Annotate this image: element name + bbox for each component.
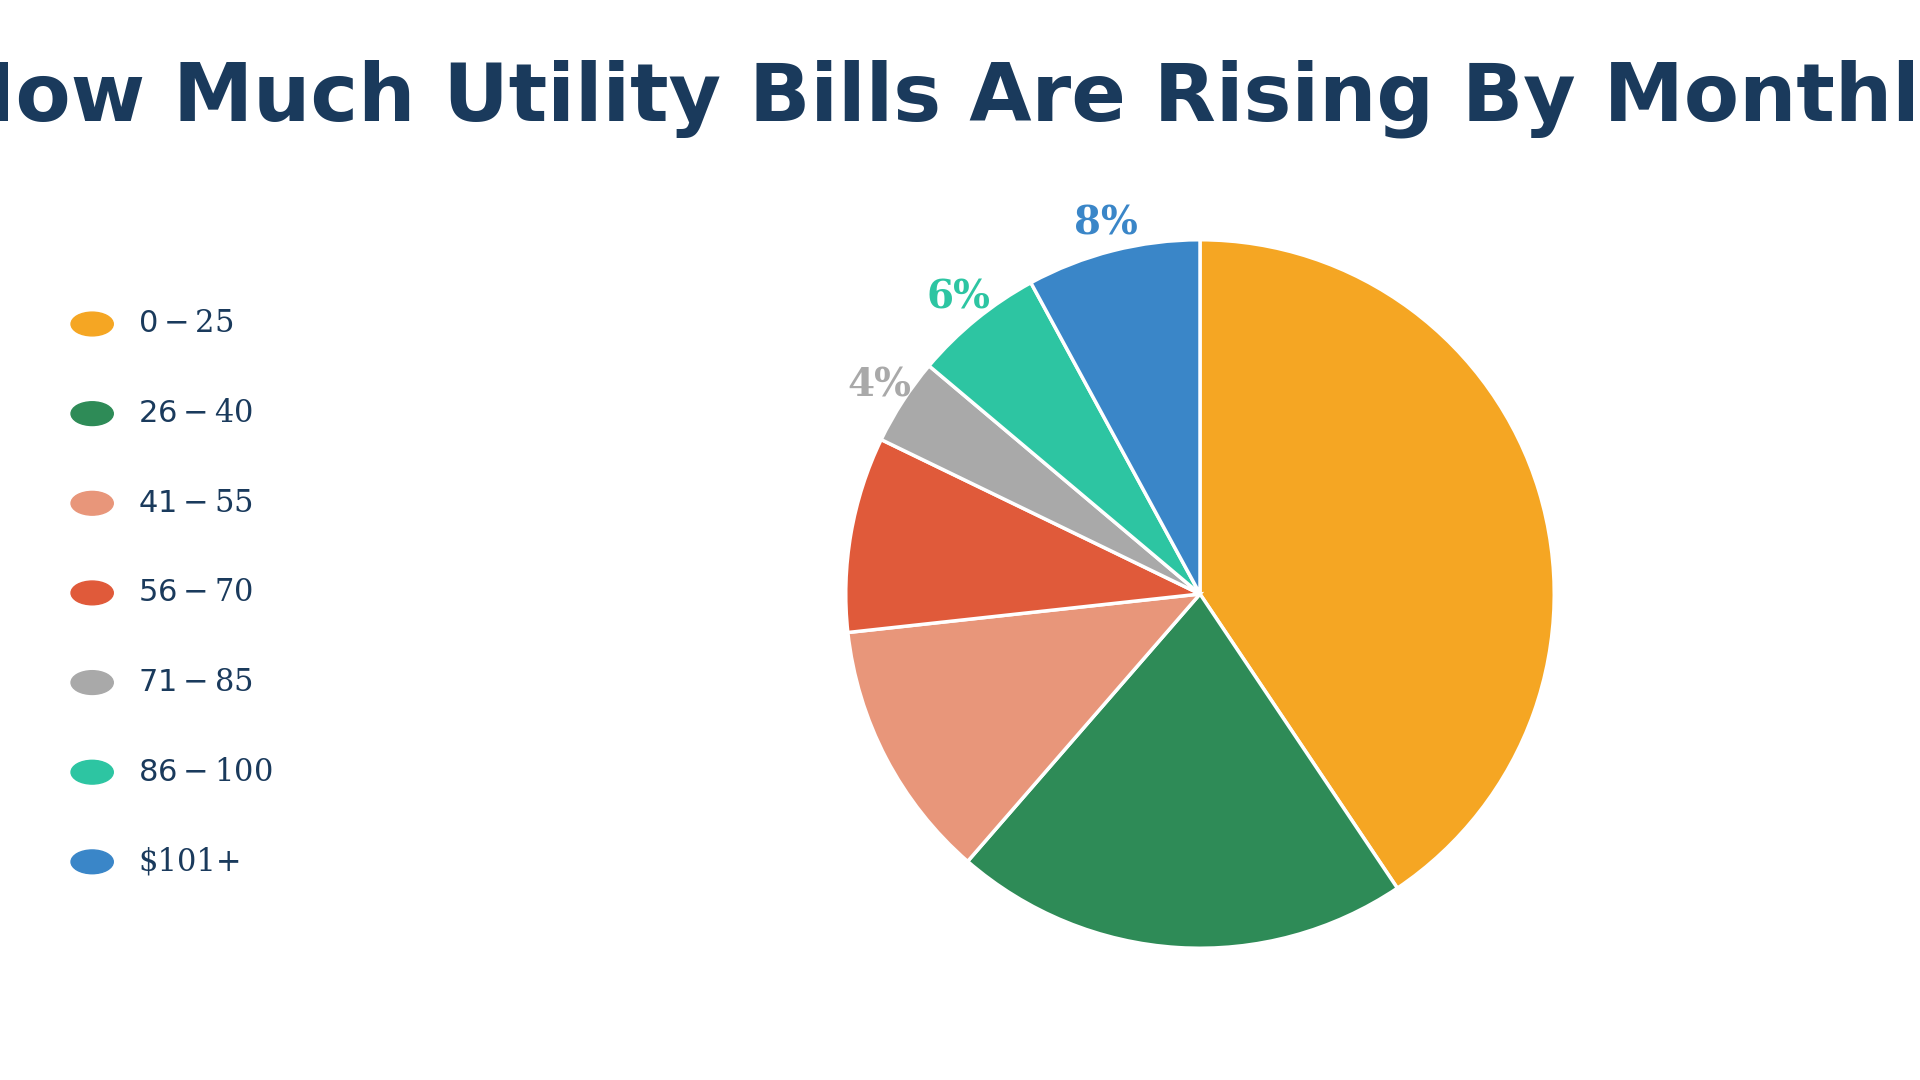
Text: $26 - $40: $26 - $40 [138,399,253,429]
Text: 12%: 12% [877,719,970,757]
Text: GBR: GBR [1774,1026,1828,1047]
Text: 9%: 9% [860,522,925,559]
Wedge shape [881,366,1200,594]
Text: 6%: 6% [925,279,991,316]
Text: $101+: $101+ [138,847,242,877]
Text: $71 - $85: $71 - $85 [138,667,253,698]
Text: $41 - $55: $41 - $55 [138,488,253,518]
Text: $56 - $70: $56 - $70 [138,578,253,608]
Text: 8%: 8% [1073,204,1139,242]
Wedge shape [968,594,1398,948]
Text: 41%: 41% [1392,503,1482,541]
Text: How Much Utility Bills Are Rising By Monthly: How Much Utility Bills Are Rising By Mon… [0,59,1920,138]
Text: 21%: 21% [1139,823,1231,861]
Wedge shape [849,594,1200,862]
Text: 4%: 4% [847,367,910,405]
Wedge shape [1031,240,1200,594]
Text: $0 - $25: $0 - $25 [138,309,234,339]
Wedge shape [929,283,1200,594]
Text: $86 - $100: $86 - $100 [138,757,273,787]
Wedge shape [1200,240,1553,888]
Wedge shape [847,440,1200,633]
